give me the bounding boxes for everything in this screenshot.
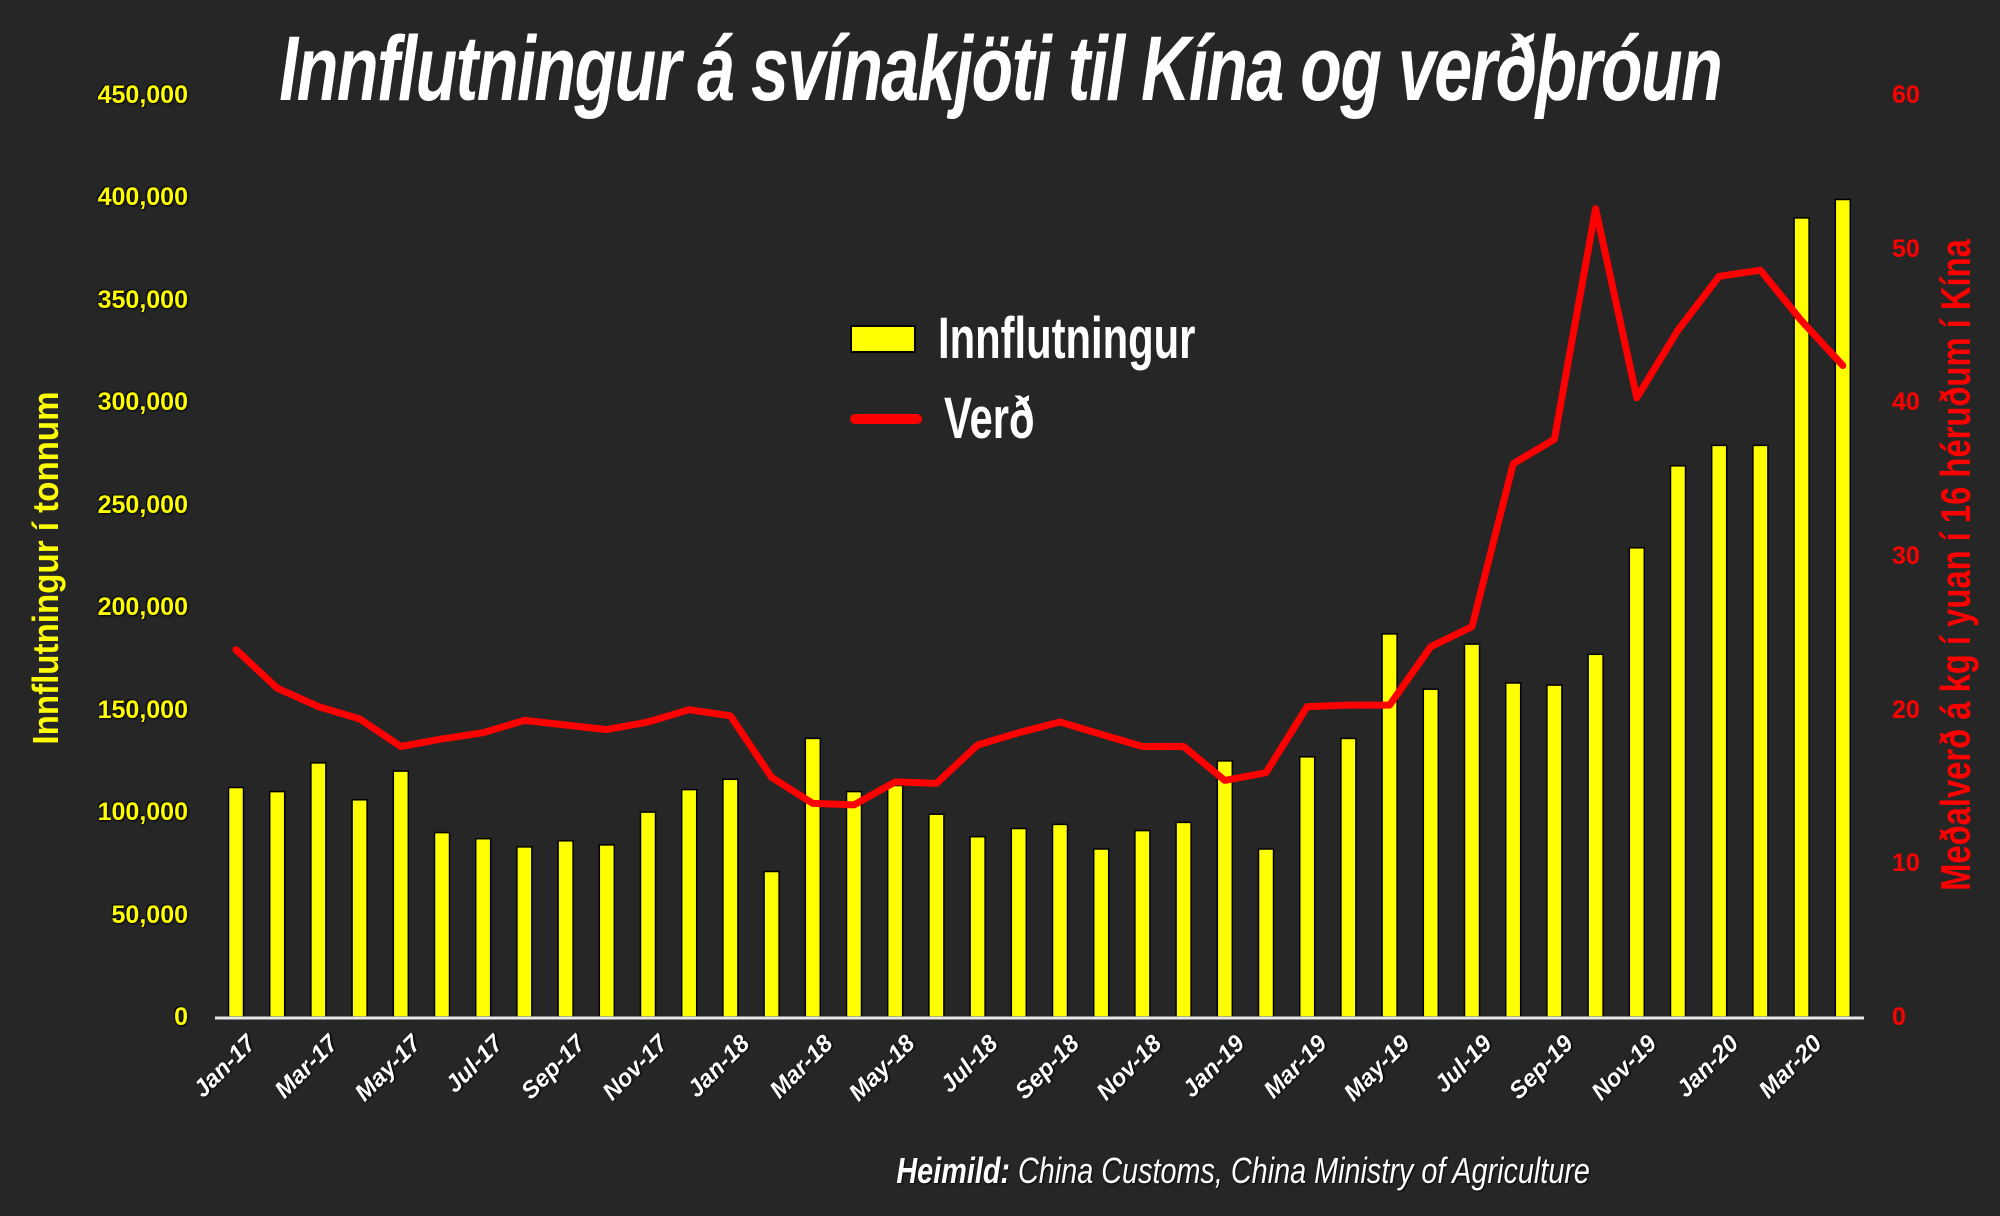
right-y-tick-label: 60 — [1892, 81, 1920, 109]
source-text: China Customs, China Ministry of Agricul… — [1010, 1150, 1590, 1191]
bar — [1463, 643, 1481, 1018]
right-axis-title-text: Meðalverð á kg í yuan í 16 héruðum í Kín… — [1932, 239, 1979, 891]
bar — [1628, 547, 1646, 1018]
bar — [1669, 465, 1687, 1018]
bar — [1793, 217, 1810, 1018]
bar — [1834, 198, 1852, 1018]
bar — [1587, 653, 1604, 1018]
left-axis-title: Innflutningur í tonnum — [25, 376, 67, 760]
right-y-tick-label: 50 — [1892, 234, 1920, 263]
bar — [722, 778, 739, 1018]
bar — [639, 811, 657, 1018]
bar — [1422, 688, 1440, 1018]
bar — [804, 737, 822, 1018]
bar — [1546, 684, 1563, 1018]
left-y-tick-label: 200,000 — [97, 593, 188, 622]
bar — [1092, 848, 1110, 1018]
bar — [1298, 756, 1316, 1018]
left-y-tick-label: 350,000 — [97, 285, 188, 314]
bar-swatch-icon — [850, 324, 916, 353]
bar — [1504, 682, 1522, 1018]
bar — [886, 784, 904, 1018]
bar — [1216, 760, 1234, 1018]
left-y-tick-label: 0 — [174, 1003, 188, 1031]
right-y-tick-label: 30 — [1892, 542, 1920, 570]
bar — [433, 831, 451, 1018]
right-y-tick-label: 0 — [1892, 1003, 1906, 1031]
bar — [557, 840, 574, 1018]
bar — [392, 770, 410, 1018]
chart-title: Innflutningur á svínakjöti til Kína og v… — [0, 14, 2000, 124]
bar — [310, 762, 327, 1018]
bar — [516, 846, 533, 1018]
bar — [1051, 823, 1069, 1018]
bar — [763, 870, 780, 1018]
left-axis-title-text: Innflutningur í tonnum — [25, 391, 66, 745]
left-y-tick-label: 300,000 — [97, 388, 188, 417]
legend-label-imports: Innflutningur — [938, 306, 1196, 371]
bar — [268, 790, 286, 1018]
right-axis-title: Meðalverð á kg í yuan í 16 héruðum í Kín… — [1932, 147, 1980, 983]
right-y-tick-label: 40 — [1892, 388, 1920, 417]
left-y-tick-label: 50,000 — [111, 900, 188, 929]
bar — [1340, 737, 1357, 1018]
legend-item-imports: Innflutningur — [850, 305, 1296, 372]
bar — [474, 837, 492, 1018]
right-y-tick-label: 20 — [1892, 695, 1920, 724]
left-y-tick-label: 450,000 — [97, 81, 188, 109]
source-prefix: Heimild: — [896, 1150, 1011, 1191]
bar — [1134, 829, 1151, 1018]
bar — [928, 813, 945, 1018]
bar — [351, 799, 368, 1018]
line-swatch-icon — [850, 413, 922, 424]
legend-item-price: Verð — [850, 385, 1070, 452]
bar — [1175, 821, 1192, 1018]
chart-title-text: Innflutningur á svínakjöti til Kína og v… — [279, 18, 1722, 120]
bar — [227, 786, 245, 1018]
bar — [1381, 633, 1398, 1018]
left-y-tick-label: 150,000 — [97, 695, 188, 724]
bar — [1010, 827, 1028, 1018]
bar — [1752, 444, 1769, 1018]
source-note: Heimild: China Customs, China Ministry o… — [896, 1150, 1590, 1192]
left-y-tick-label: 100,000 — [97, 798, 188, 827]
legend-label-price: Verð — [944, 386, 1035, 451]
bar — [680, 788, 698, 1018]
bar — [845, 790, 863, 1018]
bar — [969, 835, 986, 1018]
left-y-tick-label: 250,000 — [97, 490, 188, 519]
bar — [598, 844, 616, 1018]
price-line — [232, 205, 1847, 809]
bar — [1257, 848, 1275, 1018]
right-y-tick-label: 10 — [1892, 849, 1920, 878]
left-y-tick-label: 400,000 — [97, 183, 188, 212]
bar — [1710, 444, 1728, 1018]
